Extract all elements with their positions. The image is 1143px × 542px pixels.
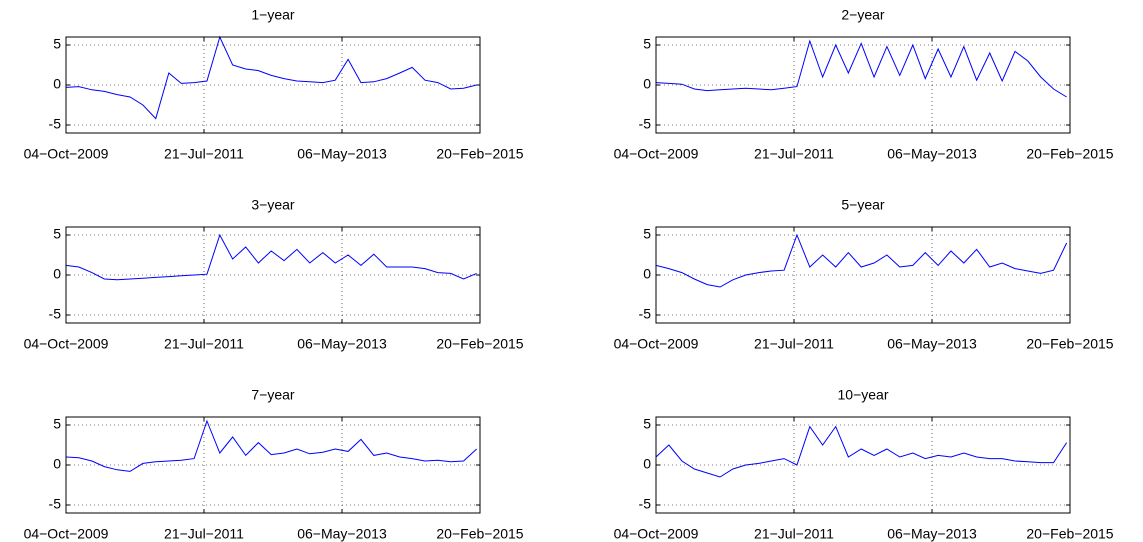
- x-tick-label: 06−May−2013: [297, 526, 387, 542]
- x-tick-label: 20−Feb−2015: [1026, 336, 1113, 352]
- plot-area: [66, 227, 480, 323]
- y-tick-label: 5: [53, 36, 61, 52]
- data-line: [655, 425, 1068, 478]
- y-tick-label: 5: [643, 226, 651, 242]
- y-tick-label: 5: [53, 226, 61, 242]
- y-tick-label: -5: [639, 116, 652, 132]
- x-tick-label: 04−Oct−2009: [614, 526, 699, 542]
- x-tick-label: 04−Oct−2009: [24, 336, 109, 352]
- axes-box: [655, 36, 1071, 134]
- x-tick-label: 21−Jul−2011: [754, 146, 834, 162]
- subplot-title: 1−year: [251, 7, 295, 23]
- y-tick-label: 0: [53, 266, 61, 282]
- x-tick-label: 20−Feb−2015: [1026, 146, 1113, 162]
- y-tick-label: -5: [49, 496, 62, 512]
- y-tick-label: 0: [643, 76, 651, 92]
- x-tick-label: 06−May−2013: [297, 146, 387, 162]
- x-tick-label: 04−Oct−2009: [24, 146, 109, 162]
- y-tick-label: 0: [643, 456, 651, 472]
- y-tick-label: -5: [49, 116, 62, 132]
- data-line: [65, 419, 477, 472]
- x-tick-label: 21−Jul−2011: [164, 146, 244, 162]
- x-tick-label: 21−Jul−2011: [164, 526, 244, 542]
- subplot-title: 2−year: [841, 7, 885, 23]
- axes-box: [65, 226, 481, 324]
- subplot-title: 10−year: [838, 387, 889, 403]
- subplot-title: 5−year: [841, 197, 885, 213]
- plot-area: [656, 227, 1070, 323]
- y-tick-label: 5: [643, 416, 651, 432]
- axes-box: [65, 416, 481, 514]
- x-tick-label: 21−Jul−2011: [754, 526, 834, 542]
- x-tick-label: 21−Jul−2011: [164, 336, 244, 352]
- y-tick-label: 5: [643, 36, 651, 52]
- x-tick-label: 20−Feb−2015: [436, 146, 523, 162]
- x-tick-label: 20−Feb−2015: [436, 526, 523, 542]
- data-line: [65, 35, 477, 120]
- y-tick-label: -5: [639, 496, 652, 512]
- axes-box: [655, 416, 1071, 514]
- axes-box: [65, 36, 481, 134]
- x-tick-label: 04−Oct−2009: [24, 526, 109, 542]
- x-tick-label: 06−May−2013: [887, 526, 977, 542]
- x-tick-label: 06−May−2013: [887, 146, 977, 162]
- plot-area: [656, 37, 1070, 133]
- x-tick-label: 20−Feb−2015: [436, 336, 523, 352]
- axes-box: [655, 226, 1071, 324]
- subplot-title: 7−year: [251, 387, 295, 403]
- x-tick-label: 04−Oct−2009: [614, 336, 699, 352]
- y-tick-label: 0: [643, 266, 651, 282]
- x-tick-label: 21−Jul−2011: [754, 336, 834, 352]
- y-tick-label: -5: [49, 306, 62, 322]
- x-tick-label: 20−Feb−2015: [1026, 526, 1113, 542]
- x-tick-label: 06−May−2013: [297, 336, 387, 352]
- y-tick-label: -5: [639, 306, 652, 322]
- subplot-title: 3−year: [251, 197, 295, 213]
- x-tick-label: 04−Oct−2009: [614, 146, 699, 162]
- y-tick-label: 0: [53, 456, 61, 472]
- data-line: [655, 233, 1068, 288]
- x-tick-label: 06−May−2013: [887, 336, 977, 352]
- plot-area: [66, 417, 480, 513]
- plot-area: [656, 417, 1070, 513]
- y-tick-label: 0: [53, 76, 61, 92]
- data-line: [65, 233, 477, 281]
- plot-area: [66, 37, 480, 133]
- data-line: [655, 39, 1067, 98]
- y-tick-label: 5: [53, 416, 61, 432]
